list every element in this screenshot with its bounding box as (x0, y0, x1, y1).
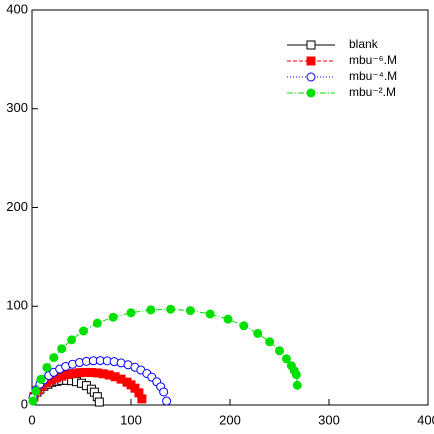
y-tick-label: 400 (6, 1, 28, 16)
marker (126, 308, 136, 318)
marker (162, 396, 172, 406)
legend-label: blank (349, 37, 379, 51)
marker (239, 321, 249, 331)
marker (28, 396, 38, 406)
marker (57, 344, 67, 354)
marker (166, 304, 176, 314)
y-tick-label: 200 (6, 199, 28, 214)
marker (42, 362, 52, 372)
x-tick-label: 300 (318, 412, 340, 427)
legend-marker (306, 88, 316, 98)
marker (291, 370, 301, 380)
marker (67, 335, 77, 345)
marker (265, 337, 275, 347)
legend-label: mbu⁻².M (349, 85, 396, 99)
legend-label: mbu⁻⁴.M (349, 69, 397, 83)
x-tick-label: 100 (120, 412, 142, 427)
y-tick-label: 0 (21, 396, 28, 411)
marker (137, 394, 147, 404)
marker (223, 314, 233, 324)
marker (78, 326, 88, 336)
x-tick-label: 400 (417, 412, 434, 427)
x-tick-label: 0 (28, 412, 35, 427)
marker (205, 309, 215, 319)
marker (253, 328, 263, 338)
marker (49, 353, 59, 363)
y-tick-label: 300 (6, 100, 28, 115)
marker (281, 354, 291, 364)
marker (36, 374, 46, 384)
marker (94, 397, 104, 407)
legend-marker (306, 72, 316, 82)
marker (185, 306, 195, 316)
legend-marker (306, 56, 316, 66)
marker (275, 346, 284, 356)
x-tick-label: 200 (219, 412, 241, 427)
legend-marker (306, 40, 316, 50)
marker (146, 305, 156, 315)
legend-label: mbu⁻⁶.M (349, 53, 397, 67)
marker (31, 386, 41, 396)
series (28, 304, 302, 406)
marker (159, 387, 169, 397)
marker (108, 312, 118, 322)
marker (292, 380, 302, 390)
y-tick-label: 100 (6, 298, 28, 313)
marker (92, 318, 102, 328)
